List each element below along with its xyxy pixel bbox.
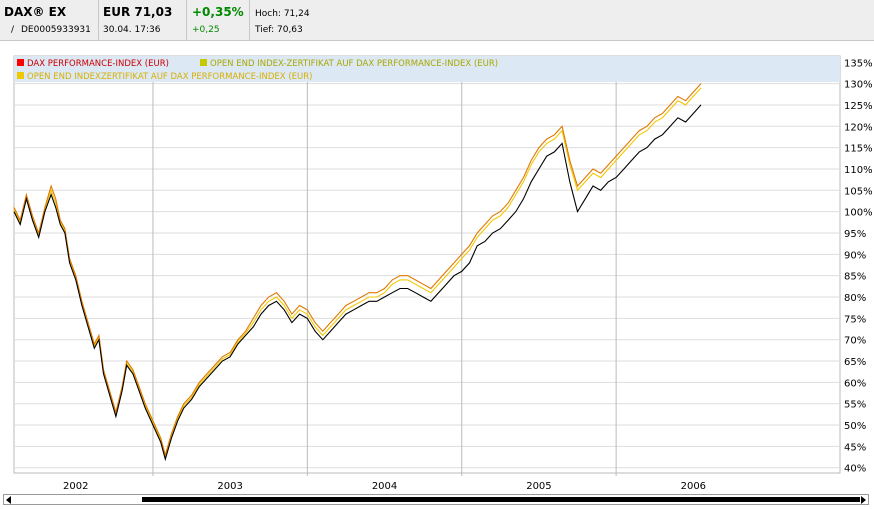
series-line <box>13 83 702 457</box>
y-tick-label: 50% <box>844 421 866 432</box>
x-tick-label: 2004 <box>372 481 397 492</box>
y-tick-label: 135% <box>844 58 873 69</box>
y-tick-label: 45% <box>844 442 866 453</box>
change-percent: +0,35% <box>192 5 244 19</box>
legend-swatch <box>17 72 24 79</box>
y-tick-label: 95% <box>844 229 866 240</box>
y-tick-label: 55% <box>844 400 866 411</box>
legend-background <box>14 56 840 82</box>
plot-area <box>13 55 841 474</box>
y-tick-label: 80% <box>844 293 866 304</box>
legend-label: OPEN END INDEX-ZERTIFIKAT AUF DAX PERFOR… <box>210 59 498 69</box>
instrument-name: DAX® EX <box>4 5 67 19</box>
day-high: Hoch: 71,24 <box>255 9 310 19</box>
y-tick-label: 115% <box>844 144 873 155</box>
y-tick-label: 65% <box>844 357 866 368</box>
quote-name-cell: DAX® EX / DE0005933931 <box>0 0 99 40</box>
legend-swatch <box>17 59 24 66</box>
price-cell: EUR 71,03 30.04. 17:36 <box>99 0 187 40</box>
price: EUR 71,03 <box>103 5 173 19</box>
day-low: Tief: 70,63 <box>255 25 303 35</box>
y-tick-label: 130% <box>844 80 873 91</box>
y-tick-label: 90% <box>844 250 866 261</box>
scroll-left-icon[interactable] <box>6 496 11 504</box>
y-tick-label: 125% <box>844 101 873 112</box>
y-tick-label: 100% <box>844 208 873 219</box>
y-tick-label: 110% <box>844 165 873 176</box>
y-tick-label: 60% <box>844 378 866 389</box>
quote-header: DAX® EX / DE0005933931 EUR 71,03 30.04. … <box>0 0 874 41</box>
high-low-cell: Hoch: 71,24 Tief: 70,63 <box>250 0 360 40</box>
scrollbar-thumb[interactable] <box>142 497 860 502</box>
y-tick-label: 105% <box>844 186 873 197</box>
legend-label: DAX PERFORMANCE-INDEX (EUR) <box>27 59 169 69</box>
y-tick-label: 85% <box>844 272 866 283</box>
legend-swatch <box>200 59 207 66</box>
performance-chart: 40% 45% 50% 55% 60% 65% 70% 75% 80% 85% 90% 95% 100%… <box>13 55 873 492</box>
quote-datetime: 30.04. 17:36 <box>103 25 161 35</box>
legend-label: OPEN END INDEXZERTIFIKAT AUF DAX PERFORM… <box>27 72 312 82</box>
isin: DE0005933931 <box>21 25 91 35</box>
y-tick-label: 75% <box>844 314 866 325</box>
series-line <box>13 104 702 462</box>
y-tick-label: 70% <box>844 336 866 347</box>
x-tick-label: 2002 <box>63 481 88 492</box>
isin-prefix: / <box>11 25 15 35</box>
x-tick-label: 2005 <box>526 481 551 492</box>
change-absolute: +0,25 <box>192 25 220 35</box>
y-tick-label: 40% <box>844 464 866 475</box>
x-tick-label: 2003 <box>217 481 242 492</box>
x-tick-label: 2006 <box>681 481 706 492</box>
time-scrollbar[interactable] <box>3 494 869 505</box>
y-tick-label: 120% <box>844 122 873 133</box>
scroll-right-icon[interactable] <box>861 496 866 504</box>
change-cell: +0,35% +0,25 <box>187 0 250 40</box>
